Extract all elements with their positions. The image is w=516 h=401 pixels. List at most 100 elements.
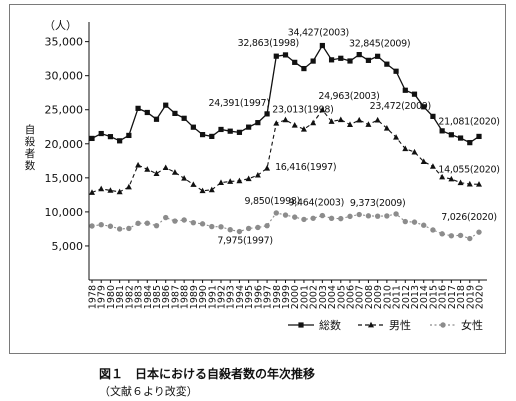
data-point-s0	[356, 52, 362, 58]
data-point-s1	[402, 145, 409, 152]
data-point-s1	[476, 181, 482, 187]
x-tick-label: 2006	[346, 285, 357, 309]
data-point-s0	[273, 53, 279, 59]
x-tick-label: 2008	[364, 285, 375, 309]
data-point-s1	[162, 164, 169, 171]
y-tick-label: 30,000	[45, 70, 84, 83]
data-point-s1	[310, 119, 317, 126]
series-line-1	[91, 109, 480, 193]
data-point-s1	[383, 125, 390, 131]
legend-marker-1	[368, 321, 374, 328]
data-point-s1	[466, 180, 473, 187]
x-tick-label: 2015	[428, 285, 439, 309]
data-point-s0	[107, 134, 114, 140]
data-point-s2	[236, 228, 243, 235]
data-point-s0	[135, 105, 141, 111]
data-label: 34,427(2003)	[288, 28, 349, 39]
data-point-s2	[153, 222, 160, 229]
data-point-s0	[236, 129, 243, 135]
x-tick-label: 1981	[115, 285, 126, 309]
data-point-s1	[337, 116, 344, 123]
data-point-s1	[171, 169, 178, 175]
data-point-s0	[338, 55, 344, 61]
data-point-s0	[209, 133, 215, 140]
x-tick-label: 1978	[88, 285, 99, 309]
data-point-s0	[218, 126, 224, 133]
data-point-s0	[89, 135, 95, 142]
data-point-s1	[144, 166, 151, 172]
y-axis-title-char: 殺	[25, 135, 36, 148]
data-label: 9,373(2009)	[350, 198, 406, 209]
data-point-s0	[328, 57, 335, 63]
data-point-s2	[255, 224, 261, 231]
data-point-s2	[310, 215, 316, 221]
data-point-s0	[199, 132, 206, 138]
x-tick-label: 2013	[410, 285, 421, 309]
data-point-s1	[190, 181, 197, 187]
x-tick-label: 2017	[447, 285, 458, 309]
data-point-s2	[264, 222, 270, 229]
y-tick-label: 5,000	[52, 240, 84, 253]
x-tick-label: 1990	[198, 285, 209, 309]
x-tick-label: 2019	[465, 285, 476, 309]
data-point-s1	[282, 116, 289, 123]
legend-marker-0	[298, 322, 304, 328]
x-tick-label: 1986	[161, 285, 172, 309]
data-point-s1	[429, 163, 436, 169]
data-point-s2	[319, 212, 326, 219]
data-point-s2	[144, 220, 150, 226]
data-label: 16,416(1997)	[275, 162, 336, 173]
data-point-s1	[116, 188, 123, 195]
data-point-s0	[144, 109, 150, 116]
data-point-s0	[153, 116, 160, 122]
data-point-s0	[282, 52, 289, 58]
data-point-s0	[163, 102, 169, 108]
data-point-s1	[411, 148, 418, 155]
data-point-s1	[135, 161, 142, 168]
data-label: 9,850(1998)	[245, 196, 301, 207]
data-point-s0	[264, 111, 270, 117]
data-point-s2	[439, 231, 445, 237]
data-point-s2	[292, 214, 298, 220]
data-point-s1	[291, 122, 298, 128]
y-axis-title-char: 自	[25, 123, 36, 136]
data-point-s1	[374, 116, 381, 123]
y-tick-label: 25,000	[45, 104, 84, 117]
figure-caption-source: （文献６より改変）	[99, 385, 198, 398]
data-label: 24,963(2003)	[318, 91, 379, 102]
x-tick-label: 1997	[263, 285, 274, 309]
data-point-s1	[245, 175, 252, 182]
data-point-s2	[135, 220, 141, 226]
data-point-s2	[374, 213, 381, 219]
x-tick-label: 1998	[272, 285, 283, 309]
x-tick-label: 2009	[373, 285, 384, 309]
x-tick-label: 1993	[226, 285, 237, 309]
x-tick-label: 2007	[355, 285, 366, 309]
data-point-s1	[347, 121, 353, 128]
data-point-s0	[430, 113, 436, 119]
data-point-s2	[190, 219, 197, 226]
data-point-s0	[117, 138, 123, 144]
suicide-trend-chart: 5,000 10,000 15,000 20,000 25,000 30,000 35,00…	[25, 19, 500, 332]
data-point-s2	[245, 225, 252, 232]
data-point-s0	[310, 58, 316, 64]
x-tick-label: 2018	[456, 285, 467, 309]
x-tick-label: 2005	[336, 285, 347, 309]
y-axis-title-char: 者	[25, 148, 36, 160]
data-point-s1	[89, 189, 95, 195]
data-point-s2	[384, 213, 390, 219]
data-label: 23,472(2009)	[370, 101, 431, 112]
data-point-s1	[125, 183, 132, 190]
data-point-s0	[457, 135, 464, 141]
data-point-s0	[246, 124, 252, 130]
data-point-s2	[356, 211, 362, 218]
data-point-s1	[264, 164, 271, 171]
chart-frame: 5,000 10,000 15,000 20,000 25,000 30,000 35,00…	[9, 4, 506, 354]
data-point-s1	[208, 186, 215, 193]
data-point-s2	[476, 229, 482, 235]
data-point-s0	[393, 68, 399, 74]
data-point-s2	[347, 213, 353, 220]
data-point-s0	[448, 132, 454, 138]
data-point-s1	[300, 125, 307, 132]
data-point-s0	[439, 128, 445, 134]
